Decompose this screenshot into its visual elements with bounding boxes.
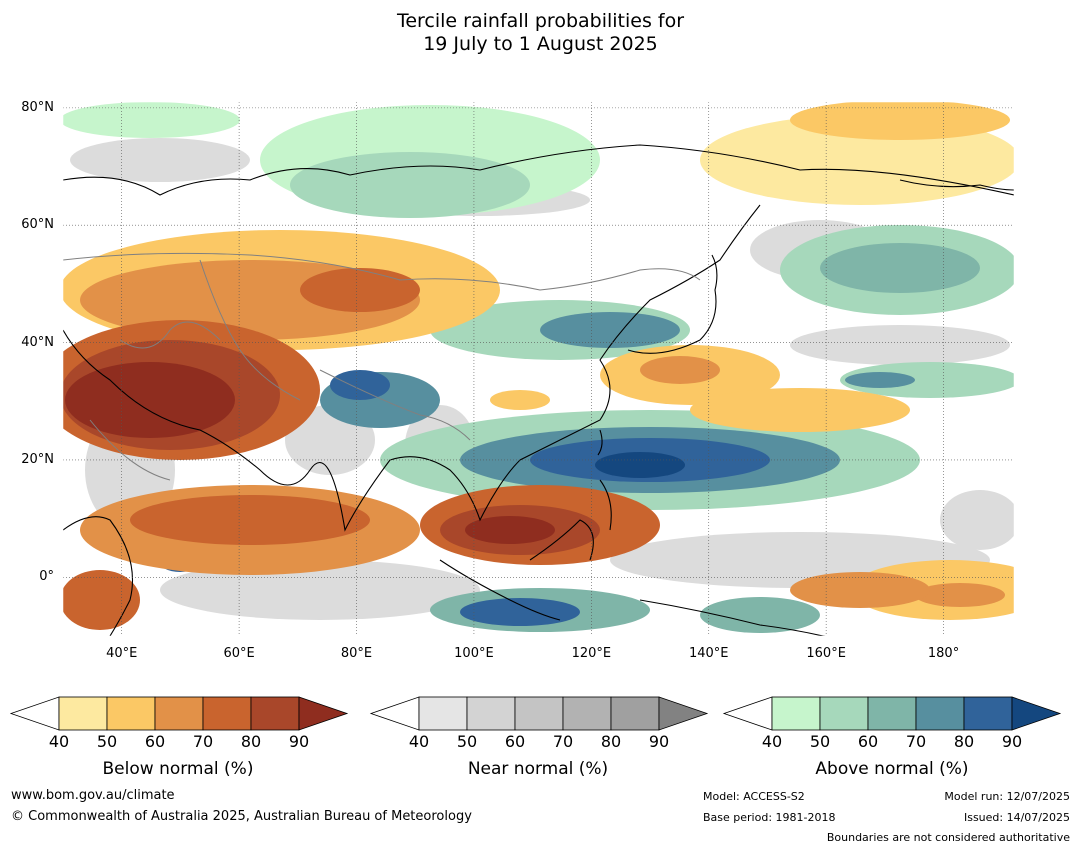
below-normal-regions bbox=[63, 102, 1014, 630]
latitude-label: 60°N bbox=[21, 217, 54, 233]
colorbar-below-tick: 60 bbox=[144, 732, 166, 751]
colorbar-near-title: Near normal (%) bbox=[467, 759, 609, 779]
footer-model-run: Model run: 12/07/2025 bbox=[944, 790, 1070, 803]
colorbar-near-tick: 70 bbox=[552, 732, 574, 751]
colorbar-near-tick: 60 bbox=[504, 732, 526, 751]
footer-model: Model: ACCESS-S2 bbox=[703, 790, 805, 803]
colorbar-below-tick: 80 bbox=[240, 732, 262, 751]
latitude-label: 80°N bbox=[21, 99, 54, 115]
colorbar-below-segment bbox=[298, 696, 349, 731]
colorbar-below-low-extension bbox=[9, 696, 60, 731]
colorbars bbox=[9, 696, 1062, 731]
colorbar-near-segment bbox=[514, 696, 564, 731]
footer-copyright: © Commonwealth of Australia 2025, Austra… bbox=[11, 809, 472, 824]
colorbar-below-tick: 40 bbox=[48, 732, 70, 751]
colorbar-below-segment bbox=[250, 696, 300, 731]
colorbar-below-segment bbox=[202, 696, 252, 731]
colorbar-above-tick: 50 bbox=[809, 732, 831, 751]
colorbar-above-segment bbox=[915, 696, 965, 731]
map-title-line2: 19 July to 1 August 2025 bbox=[423, 33, 658, 55]
coastlines bbox=[63, 144, 1014, 636]
colorbar-near-segment bbox=[562, 696, 612, 731]
longitude-label: 180° bbox=[927, 646, 960, 661]
colorbar-above-tick: 70 bbox=[905, 732, 927, 751]
colorbar-above-tick: 90 bbox=[1001, 732, 1023, 751]
longitude-label: 60°E bbox=[223, 646, 255, 661]
map-field bbox=[63, 102, 1014, 636]
colorbar-below-tick: 70 bbox=[192, 732, 214, 751]
colorbar-below-tick: 50 bbox=[96, 732, 118, 751]
footer-issued: Issued: 14/07/2025 bbox=[963, 811, 1070, 824]
footer-website: www.bom.gov.au/climate bbox=[11, 788, 175, 803]
colorbar-above-segment bbox=[867, 696, 917, 731]
colorbar-near-tick: 40 bbox=[408, 732, 430, 751]
colorbar-near-tick: 50 bbox=[456, 732, 478, 751]
colorbar-above-segment bbox=[1011, 696, 1062, 731]
colorbar-below-tick: 90 bbox=[288, 732, 310, 751]
colorbar-above-segment bbox=[963, 696, 1013, 731]
colorbar-above-segment bbox=[771, 696, 821, 731]
colorbar-near-segment bbox=[466, 696, 516, 731]
colorbar-near-low-extension bbox=[369, 696, 420, 731]
colorbar-below-segment bbox=[154, 696, 204, 731]
longitude-label: 100°E bbox=[454, 646, 494, 661]
latitude-label: 40°N bbox=[21, 334, 54, 350]
colorbar-near-segment bbox=[610, 696, 660, 731]
longitude-label: 80°E bbox=[340, 646, 373, 661]
latitude-label: 0° bbox=[39, 569, 54, 585]
colorbar-near-tick: 80 bbox=[600, 732, 622, 751]
colorbar-near-segment bbox=[658, 696, 709, 731]
longitude-label: 120°E bbox=[571, 646, 612, 661]
map-title-line1: Tercile rainfall probabilities for bbox=[396, 10, 685, 32]
above-normal-regions bbox=[63, 102, 1014, 633]
longitude-label: 140°E bbox=[688, 646, 729, 661]
colorbar-above-tick: 60 bbox=[857, 732, 879, 751]
longitude-label: 160°E bbox=[806, 646, 846, 661]
colorbar-below-segment bbox=[58, 696, 108, 731]
colorbar-above-tick: 40 bbox=[761, 732, 783, 751]
map-frame bbox=[62, 101, 1015, 637]
colorbar-near-tick: 90 bbox=[648, 732, 670, 751]
longitude-label: 40°E bbox=[106, 646, 138, 661]
footer-base-period: Base period: 1981-2018 bbox=[703, 811, 836, 824]
colorbar-below-title: Below normal (%) bbox=[102, 759, 254, 779]
colorbar-below-segment bbox=[106, 696, 156, 731]
colorbar-above-low-extension bbox=[722, 696, 773, 731]
latitude-label: 20°N bbox=[21, 451, 54, 467]
colorbar-above-tick: 80 bbox=[953, 732, 975, 751]
graticule bbox=[63, 102, 1014, 636]
colorbar-above-segment bbox=[819, 696, 869, 731]
footer-disclaimer: Boundaries are not considered authoritat… bbox=[826, 831, 1070, 844]
colorbar-near-segment bbox=[418, 696, 468, 731]
colorbar-above-title: Above normal (%) bbox=[815, 759, 969, 779]
